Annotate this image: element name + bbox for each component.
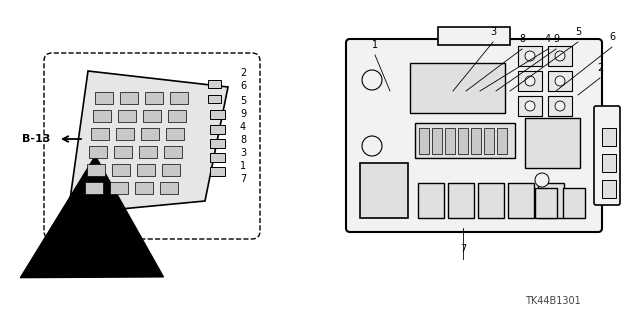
Bar	[497, 128, 507, 154]
Circle shape	[525, 51, 535, 61]
Bar	[471, 128, 481, 154]
Circle shape	[362, 136, 382, 156]
Bar	[89, 146, 107, 158]
Bar	[95, 92, 113, 104]
Text: 2: 2	[240, 68, 246, 78]
Bar	[170, 92, 188, 104]
Text: 8: 8	[519, 34, 525, 44]
Bar	[548, 71, 572, 91]
Bar	[210, 153, 225, 162]
Bar	[93, 110, 111, 122]
Bar	[602, 128, 616, 146]
Text: B-13: B-13	[22, 134, 51, 144]
Bar	[548, 96, 572, 116]
Bar	[415, 123, 515, 158]
Bar	[458, 128, 468, 154]
Bar	[548, 46, 572, 66]
Bar	[410, 63, 505, 113]
Text: 3: 3	[240, 148, 246, 158]
Bar	[508, 183, 534, 218]
Bar	[563, 188, 585, 218]
Text: 9: 9	[553, 34, 559, 44]
Bar	[160, 182, 178, 194]
Bar	[137, 164, 155, 176]
Text: 5: 5	[240, 96, 246, 106]
Text: 7: 7	[460, 244, 466, 254]
Circle shape	[555, 51, 565, 61]
Bar	[143, 110, 161, 122]
Bar	[116, 128, 134, 140]
Bar	[85, 182, 103, 194]
Bar	[210, 139, 225, 148]
Bar	[114, 146, 132, 158]
Bar	[602, 154, 616, 172]
Text: FR.: FR.	[55, 257, 78, 271]
Text: 2: 2	[597, 63, 603, 73]
Text: 1: 1	[372, 40, 378, 50]
Bar	[164, 146, 182, 158]
Bar	[208, 80, 221, 88]
Bar	[438, 27, 510, 45]
Text: 7: 7	[240, 174, 246, 184]
Bar	[518, 96, 542, 116]
Bar	[208, 95, 221, 103]
Text: 5: 5	[575, 27, 581, 37]
Bar	[135, 182, 153, 194]
Bar	[518, 46, 542, 66]
Bar	[210, 110, 225, 119]
FancyBboxPatch shape	[594, 106, 620, 205]
Bar	[484, 128, 494, 154]
Circle shape	[525, 101, 535, 111]
Bar	[87, 164, 105, 176]
Bar	[120, 92, 138, 104]
Text: 9: 9	[240, 109, 246, 119]
Text: 6: 6	[609, 32, 615, 42]
Text: 1: 1	[240, 161, 246, 171]
Bar	[602, 180, 616, 198]
Circle shape	[555, 76, 565, 86]
Text: 4: 4	[240, 122, 246, 132]
Bar	[360, 163, 408, 218]
Bar	[145, 92, 163, 104]
Bar	[538, 183, 564, 218]
Bar	[91, 128, 109, 140]
Bar	[478, 183, 504, 218]
Text: 6: 6	[240, 81, 246, 91]
Bar	[110, 182, 128, 194]
Bar	[139, 146, 157, 158]
Bar	[418, 183, 444, 218]
Bar	[210, 167, 225, 176]
Circle shape	[525, 76, 535, 86]
Bar	[419, 128, 429, 154]
Bar	[518, 71, 542, 91]
Bar	[141, 128, 159, 140]
Text: 3: 3	[490, 27, 496, 37]
Circle shape	[362, 70, 382, 90]
Bar	[112, 164, 130, 176]
Bar	[162, 164, 180, 176]
Circle shape	[555, 101, 565, 111]
Text: 8: 8	[240, 135, 246, 145]
Bar	[168, 110, 186, 122]
FancyBboxPatch shape	[346, 39, 602, 232]
Bar	[118, 110, 136, 122]
Bar	[210, 125, 225, 134]
Bar	[448, 183, 474, 218]
Bar	[535, 188, 557, 218]
Bar	[445, 128, 455, 154]
Text: TK44B1301: TK44B1301	[525, 296, 580, 306]
Polygon shape	[68, 71, 228, 214]
Bar	[525, 118, 580, 168]
Text: 4: 4	[545, 34, 551, 44]
Circle shape	[535, 173, 549, 187]
Bar	[166, 128, 184, 140]
Bar	[432, 128, 442, 154]
